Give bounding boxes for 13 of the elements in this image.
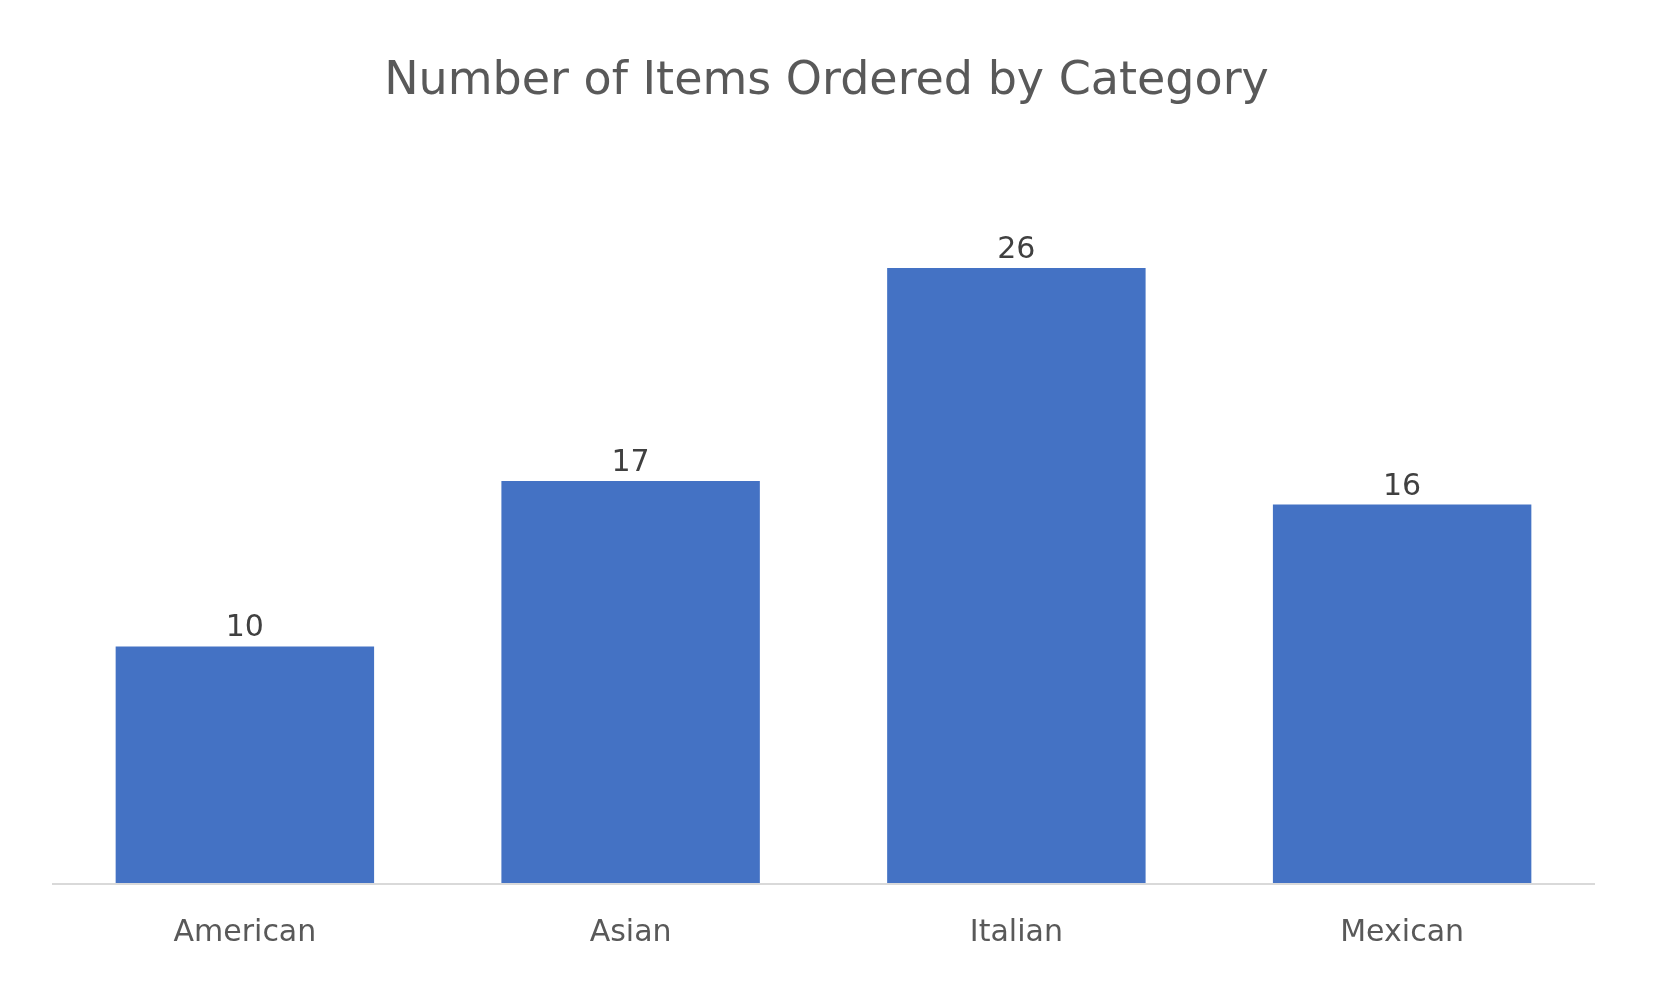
data-label: 16 bbox=[1383, 466, 1422, 502]
data-label: 17 bbox=[611, 442, 650, 478]
data-label: 10 bbox=[225, 608, 264, 644]
bar bbox=[887, 268, 1146, 883]
bar bbox=[1272, 504, 1532, 883]
x-tick-label: Asian bbox=[589, 913, 672, 948]
chart-title: Number of Items Ordered by Category bbox=[384, 51, 1269, 106]
data-label: 26 bbox=[997, 230, 1036, 265]
x-tick-label: Italian bbox=[969, 913, 1063, 948]
x-tick-label: American bbox=[173, 913, 317, 948]
bar bbox=[115, 646, 375, 883]
bar bbox=[501, 480, 760, 883]
x-tick-label: Mexican bbox=[1340, 913, 1465, 948]
